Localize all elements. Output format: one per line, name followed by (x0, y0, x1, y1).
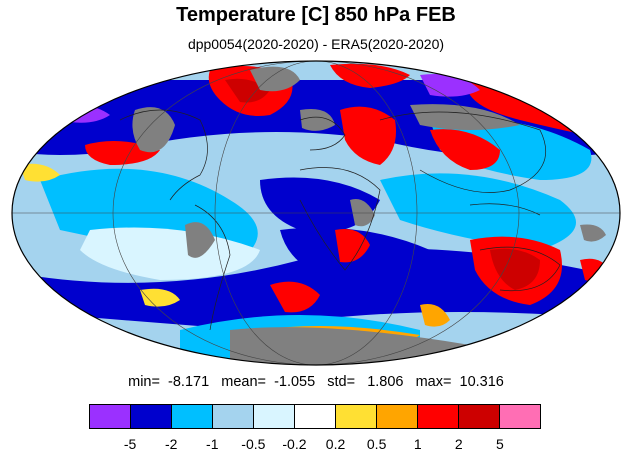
graticule (12, 61, 620, 365)
colorbar-tick-label: 1 (413, 436, 422, 452)
anomaly-region (420, 74, 480, 97)
colorbar-cell (377, 405, 418, 428)
missing-data-land (300, 109, 335, 131)
colorbar-cell (459, 405, 500, 428)
colorbar-cell (295, 405, 336, 428)
max-value: 10.316 (459, 374, 504, 390)
map-border (11, 60, 621, 366)
plot-subtitle: dpp0054(2020-2020) - ERA5(2020-2020) (187, 36, 445, 52)
world-map (11, 60, 621, 366)
colorbar-tick-label: -5 (123, 436, 137, 452)
statistics-line: min= -8.171 mean= -1.055 std= 1.806 max=… (0, 374, 632, 390)
anomaly-region (80, 227, 260, 280)
colorbar-tick-label: -2 (164, 436, 178, 452)
colorbar (89, 404, 541, 429)
anomaly-region (260, 177, 380, 232)
colorbar-tick-label: 0.5 (366, 436, 387, 452)
anomaly-region (270, 281, 320, 313)
colorbar-cell (254, 405, 295, 428)
missing-data-land (580, 224, 606, 242)
colorbar-cell (500, 405, 540, 428)
colorbar-tick-label: 2 (454, 436, 463, 452)
colorbar-cell (213, 405, 254, 428)
colorbar-tick-label: -1 (206, 436, 219, 452)
anomaly-region (140, 288, 180, 307)
colorbar-cell (131, 405, 172, 428)
anomaly-region (335, 229, 370, 263)
anomaly-region (20, 163, 60, 182)
colorbar-tick-label: 0.2 (325, 436, 346, 452)
missing-data-land (410, 104, 520, 130)
anomaly-region (12, 299, 60, 330)
colorbar-cell (418, 405, 459, 428)
std-label: std= (327, 374, 356, 390)
colorbar-cell (336, 405, 377, 428)
mean-label: mean= (221, 374, 266, 390)
colorbar-cell (90, 405, 131, 428)
anomaly-region (430, 129, 500, 170)
min-value: -8.171 (168, 374, 210, 390)
colorbar-ticks: -5 -2 -1 -0.5 -0.2 0.2 0.5 1 2 5 (89, 436, 541, 456)
colorbar-cell (172, 405, 213, 428)
colorbar-tick-label: -0.2 (282, 436, 307, 452)
colorbar-tick-label: 5 (496, 436, 504, 452)
anomaly-region (12, 248, 620, 330)
anomaly-region (420, 304, 450, 327)
anomaly-region (580, 258, 610, 282)
anomaly-region (490, 248, 540, 290)
missing-data-land (132, 107, 175, 153)
std-value: 1.806 (367, 374, 404, 390)
colorbar-tick-label: -0.5 (241, 436, 266, 452)
missing-data-land (350, 199, 375, 227)
min-label: min= (128, 374, 160, 390)
max-label: max= (415, 374, 452, 390)
mean-value: -1.055 (274, 374, 316, 390)
anomaly-region (340, 106, 396, 165)
missing-data-land (185, 222, 215, 258)
plot-title: Temperature [C] 850 hPa FEB (176, 4, 456, 26)
anomaly-region (380, 173, 576, 250)
coastlines (119, 109, 561, 331)
missing-data-land (250, 66, 300, 92)
